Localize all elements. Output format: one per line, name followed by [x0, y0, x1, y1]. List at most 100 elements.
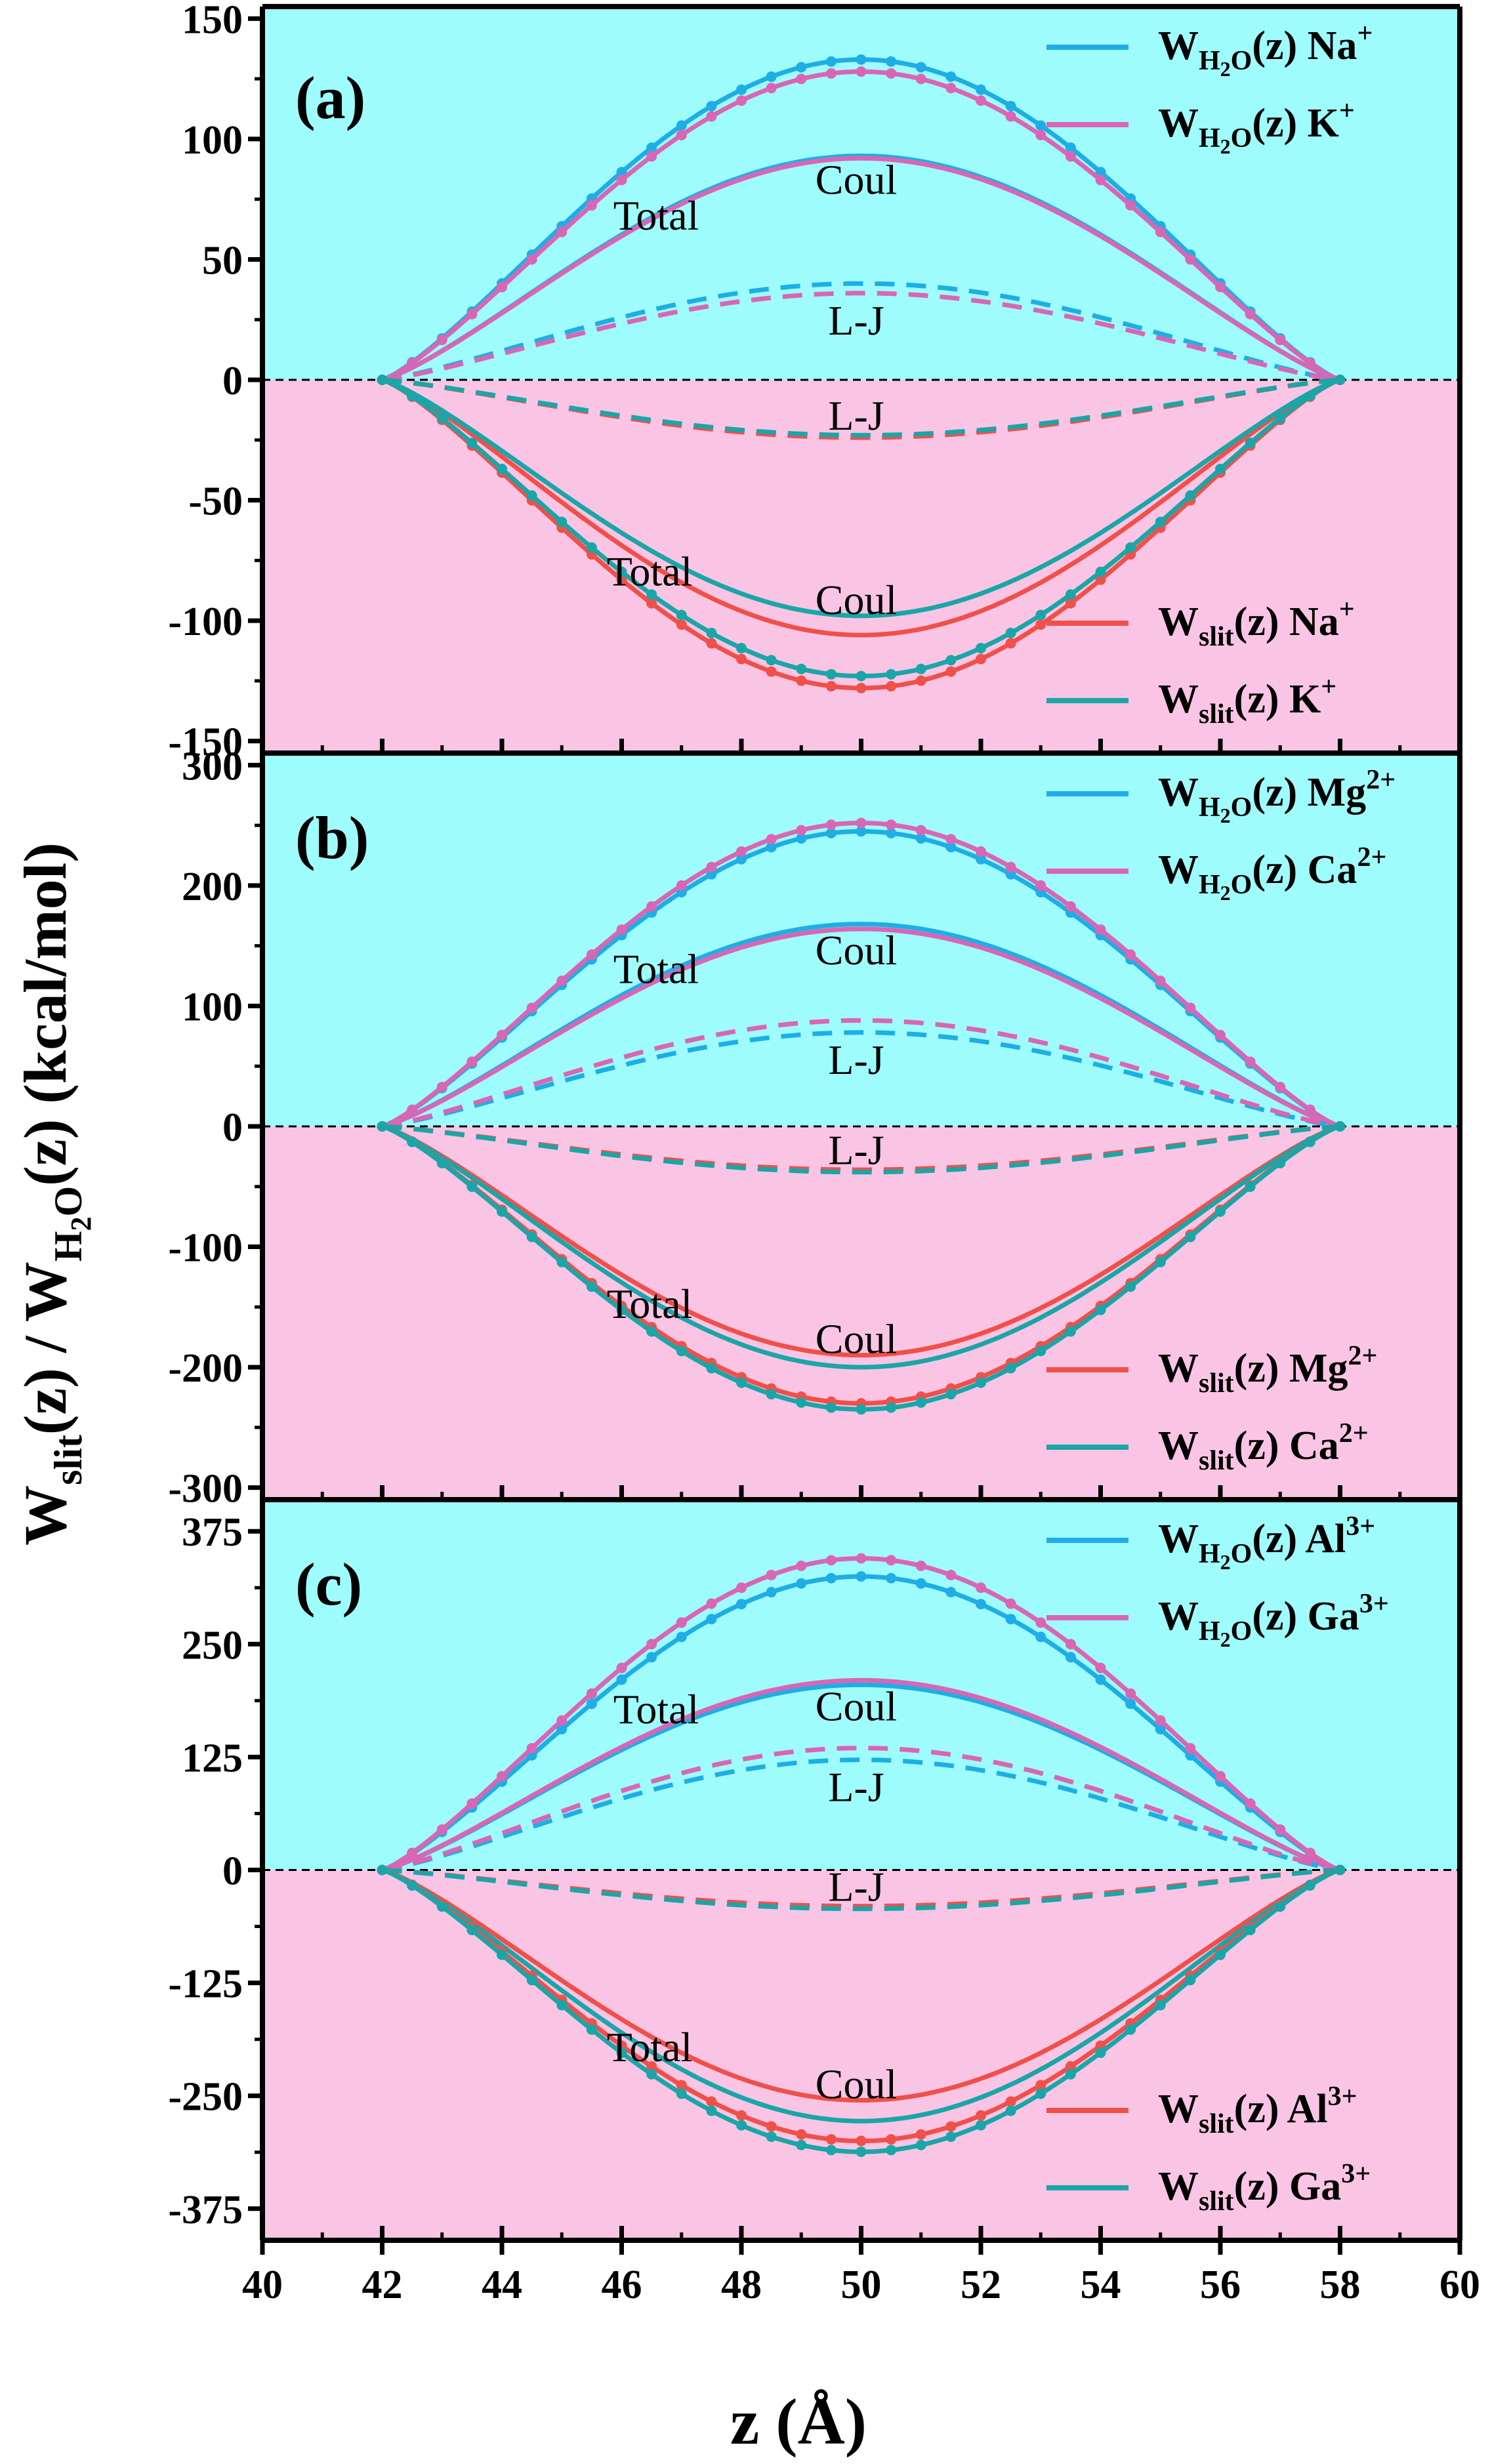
legend-sub: H [1199, 870, 1220, 900]
series-11-marker [945, 666, 957, 677]
series-11-marker [886, 2134, 897, 2145]
legend-main: W [1158, 600, 1199, 644]
series-11-marker [646, 2061, 657, 2072]
series-2-marker [1095, 175, 1106, 186]
y-tick-label: 100 [182, 118, 243, 163]
series-12-marker [706, 2105, 717, 2116]
legend-ion: Ca [1308, 848, 1357, 892]
legend-charge: 3+ [1359, 1589, 1389, 1619]
legend-entry: WH2O(z) Al3+ [1158, 1511, 1375, 1574]
series-12-marker [586, 1281, 597, 1292]
series-6-line [381, 1746, 1341, 1872]
legend-entry: WH2O(z) Ca2+ [1158, 842, 1386, 905]
series-10-line [381, 1124, 1341, 1370]
series-2-marker [796, 73, 807, 85]
y-tick-label: 100 [182, 985, 243, 1029]
legend-charge: 3+ [1346, 1511, 1375, 1542]
series-11-marker [796, 675, 807, 686]
legend-mid: (z) [1252, 770, 1307, 815]
legend-main: W [1158, 1517, 1199, 1561]
series-9-line [381, 1124, 1341, 1358]
series-12-marker [676, 609, 687, 621]
legend-mid: (z) [1252, 101, 1307, 146]
series-11-marker [825, 2134, 837, 2145]
series-11-marker [1095, 574, 1106, 585]
series-2-marker [1185, 254, 1196, 265]
series-5-line [382, 1757, 1340, 1872]
series-12-marker [1005, 627, 1016, 638]
series-11-marker [676, 2080, 687, 2091]
series-12-marker [497, 1949, 507, 1960]
series-12-marker [1095, 1304, 1106, 1315]
series-1-marker [1095, 1674, 1106, 1685]
series-12-marker [1035, 609, 1046, 621]
series-1-marker [1155, 1723, 1166, 1735]
legend-sub3: O [1231, 870, 1252, 900]
series-12-marker [526, 1975, 537, 1986]
series-2-marker [497, 1029, 507, 1040]
series-1-marker [856, 1571, 867, 1582]
series-12-marker [976, 2120, 986, 2131]
legend-ion: Mg [1289, 1346, 1348, 1391]
series-2-marker [945, 1569, 957, 1580]
series-12-marker [436, 413, 447, 424]
series-12-marker [1095, 566, 1106, 577]
legend-charge: 2+ [1348, 1341, 1378, 1371]
series-12-marker [1335, 1864, 1346, 1876]
series-1-marker [706, 869, 717, 880]
series-12-marker [586, 2024, 597, 2035]
x-tick-label: 60 [1439, 2263, 1480, 2307]
series-1-marker [556, 1723, 568, 1735]
series-2-marker [526, 1742, 537, 1754]
series-11-marker [976, 653, 986, 665]
curve-label-total-down: Total [607, 1281, 693, 1327]
series-11-marker [676, 619, 687, 630]
curve-label-lj-down: L-J [828, 1127, 884, 1174]
series-1-marker [1035, 1632, 1046, 1643]
series-12-marker [1155, 2000, 1166, 2011]
series-12-marker [886, 1402, 897, 1413]
series-1-marker [796, 833, 807, 844]
series-12-marker [616, 566, 627, 577]
series-12-marker [856, 2146, 867, 2158]
series-2-marker [1155, 226, 1166, 237]
series-2-marker [676, 129, 687, 140]
series-1-marker [976, 84, 986, 95]
series-11-marker [976, 2110, 986, 2121]
series-12-marker [1065, 1326, 1076, 1337]
series-2-marker [1035, 880, 1046, 891]
upper-background [262, 753, 1460, 1126]
series-1-marker [646, 1652, 657, 1663]
lower-background [262, 1870, 1460, 2240]
series-2-marker [616, 175, 627, 186]
series-2-marker [706, 111, 717, 122]
legend-mid: (z) [1234, 677, 1289, 722]
series-2-marker [766, 83, 777, 94]
legend-ion: Na [1289, 600, 1339, 644]
series-1-marker [945, 842, 957, 853]
panels: Total Coul L-J L-J Coul Total 150 100 50 0 -50 -100… [168, 0, 1480, 2307]
legend-entry: Wslit(z) Na+ [1158, 594, 1355, 652]
y-tick-label: 375 [182, 1510, 243, 1555]
series-11-marker [766, 2121, 777, 2132]
series-12-marker [1335, 1121, 1346, 1132]
legend-mid: (z) [1234, 600, 1289, 644]
legend-entry: WH2O(z) K+ [1158, 96, 1355, 158]
series-2-marker [1275, 1082, 1286, 1093]
series-12-marker [1125, 542, 1136, 553]
series-2-marker [1095, 1662, 1106, 1673]
legend-sub: H [1199, 1616, 1220, 1647]
legend-ion: K [1289, 677, 1321, 722]
series-1-marker [736, 1599, 747, 1610]
series-2-marker [1275, 1824, 1286, 1835]
series-12-marker [976, 642, 986, 653]
series-12-marker [497, 463, 507, 474]
series-2-marker [976, 1582, 986, 1593]
x-tick-label: 40 [242, 2263, 283, 2307]
series-1-marker [915, 833, 926, 844]
series-2-marker [1215, 1771, 1226, 1782]
series-12-marker [1095, 2047, 1106, 2059]
series-2-marker [736, 95, 747, 106]
series-2-marker [825, 68, 837, 79]
legend-entry: WH2O(z) Na+ [1158, 18, 1373, 81]
